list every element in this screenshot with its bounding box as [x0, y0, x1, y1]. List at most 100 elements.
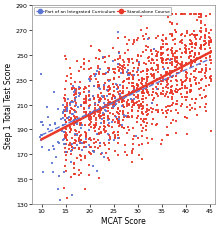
Point	[120, 98, 124, 101]
Point	[113, 134, 117, 137]
Point	[202, 88, 206, 92]
Point	[116, 137, 120, 141]
Point	[65, 110, 69, 114]
Point	[194, 83, 198, 87]
Point	[54, 155, 58, 159]
Point	[116, 31, 120, 35]
Point	[83, 86, 87, 90]
Point	[123, 67, 126, 71]
Point	[190, 55, 193, 59]
Point	[106, 116, 110, 120]
Point	[63, 97, 66, 100]
Point	[73, 88, 76, 92]
Point	[82, 87, 86, 91]
Point	[190, 46, 194, 50]
Point	[41, 133, 44, 137]
Point	[116, 107, 120, 111]
Point	[107, 141, 111, 145]
Point	[94, 116, 97, 120]
Point	[102, 156, 106, 160]
Point	[112, 95, 115, 99]
Point	[97, 87, 101, 90]
Point	[78, 130, 81, 134]
Point	[65, 128, 68, 131]
Point	[152, 61, 155, 65]
Point	[40, 73, 43, 76]
Point	[121, 80, 125, 84]
Point	[127, 82, 131, 86]
Point	[95, 69, 98, 73]
Point	[50, 162, 54, 165]
Point	[200, 46, 203, 50]
Point	[160, 61, 164, 65]
Point	[140, 77, 143, 80]
Point	[122, 116, 126, 120]
Point	[194, 13, 198, 17]
Point	[102, 113, 106, 116]
Point	[185, 71, 189, 75]
Point	[97, 65, 100, 69]
Point	[78, 124, 82, 128]
Point	[78, 142, 82, 145]
Point	[181, 80, 184, 84]
Point	[155, 59, 158, 62]
Point	[175, 23, 178, 27]
Point	[185, 98, 188, 102]
Point	[164, 37, 167, 41]
Point	[166, 70, 169, 74]
Point	[129, 98, 133, 101]
Point	[166, 111, 169, 115]
Point	[189, 43, 193, 46]
Point	[208, 55, 212, 59]
Point	[170, 58, 174, 62]
Point	[161, 112, 165, 116]
Point	[68, 118, 72, 122]
Point	[174, 88, 178, 92]
Point	[92, 138, 95, 141]
Point	[121, 119, 125, 123]
Point	[132, 102, 136, 105]
Point	[194, 68, 198, 71]
Point	[79, 81, 82, 84]
Point	[141, 70, 145, 74]
Point	[155, 53, 159, 57]
Point	[98, 142, 102, 146]
Point	[97, 81, 100, 85]
Point	[77, 137, 81, 141]
Point	[140, 83, 144, 87]
Point	[160, 80, 164, 83]
Point	[150, 67, 154, 71]
Point	[151, 74, 155, 78]
Point	[188, 104, 192, 107]
Point	[72, 109, 76, 112]
Point	[130, 115, 134, 118]
Point	[164, 116, 168, 119]
Point	[115, 83, 119, 87]
Point	[189, 83, 193, 87]
Point	[63, 142, 66, 146]
Point	[178, 88, 182, 92]
Point	[142, 92, 145, 95]
Point	[111, 119, 115, 123]
Point	[64, 147, 67, 150]
Point	[87, 98, 90, 102]
Point	[190, 66, 193, 70]
Point	[180, 103, 184, 107]
Point	[87, 85, 90, 88]
Point	[199, 45, 203, 49]
Point	[190, 42, 194, 46]
Point	[135, 59, 138, 63]
Point	[103, 144, 106, 147]
Point	[57, 175, 60, 178]
Point	[200, 68, 203, 71]
Point	[150, 49, 153, 53]
Point	[73, 109, 77, 113]
Point	[73, 173, 76, 176]
Point	[170, 52, 174, 56]
Point	[138, 104, 141, 108]
Point	[84, 133, 88, 136]
Point	[136, 95, 140, 98]
Point	[83, 131, 87, 134]
Point	[140, 91, 144, 95]
Point	[144, 33, 148, 37]
